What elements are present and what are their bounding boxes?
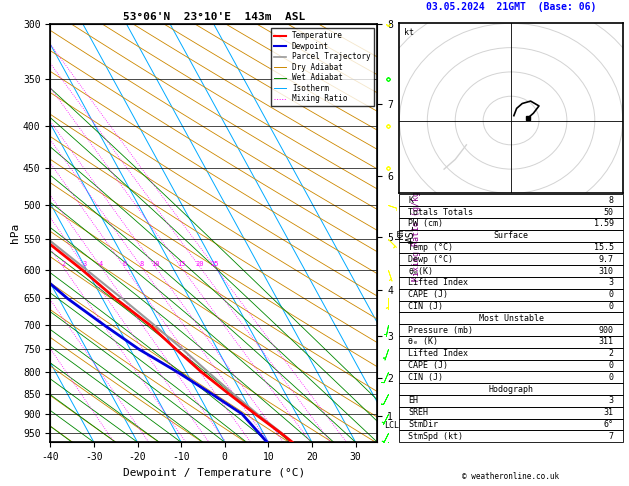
Text: Totals Totals: Totals Totals <box>408 208 474 217</box>
Text: 25: 25 <box>211 261 219 267</box>
Bar <box>399 395 623 407</box>
Bar <box>399 206 623 218</box>
Bar <box>399 383 623 395</box>
Text: 8: 8 <box>609 196 614 205</box>
Legend: Temperature, Dewpoint, Parcel Trajectory, Dry Adiabat, Wet Adiabat, Isotherm, Mi: Temperature, Dewpoint, Parcel Trajectory… <box>271 28 374 106</box>
Text: Dewp (°C): Dewp (°C) <box>408 255 454 264</box>
Bar <box>399 242 623 253</box>
Bar <box>399 218 623 230</box>
Bar <box>399 418 623 431</box>
Text: 2: 2 <box>609 349 614 358</box>
Text: PW (cm): PW (cm) <box>408 219 443 228</box>
Text: StmSpd (kt): StmSpd (kt) <box>408 432 464 441</box>
Text: 0: 0 <box>609 302 614 311</box>
Text: θₑ(K): θₑ(K) <box>408 267 433 276</box>
Text: 6: 6 <box>123 261 126 267</box>
Bar <box>399 371 623 383</box>
Y-axis label: hPa: hPa <box>10 223 20 243</box>
Text: 0: 0 <box>609 373 614 382</box>
Bar <box>399 230 623 242</box>
Bar <box>399 194 623 206</box>
Text: 3: 3 <box>609 278 614 287</box>
Text: 3: 3 <box>609 397 614 405</box>
Text: 2: 2 <box>61 261 65 267</box>
Text: 15: 15 <box>177 261 186 267</box>
Bar <box>399 289 623 301</box>
Text: 20: 20 <box>196 261 204 267</box>
Bar <box>399 407 623 418</box>
Bar <box>399 324 623 336</box>
Text: 9.7: 9.7 <box>599 255 614 264</box>
Text: EH: EH <box>408 397 418 405</box>
Text: 311: 311 <box>599 337 614 347</box>
Text: Mixing Ratio (g/kg): Mixing Ratio (g/kg) <box>412 186 421 281</box>
Text: 7: 7 <box>609 432 614 441</box>
Text: CIN (J): CIN (J) <box>408 302 443 311</box>
Bar <box>399 336 623 348</box>
Bar <box>399 253 623 265</box>
Bar <box>399 360 623 371</box>
Text: K: K <box>408 196 413 205</box>
Text: Hodograph: Hodograph <box>489 384 533 394</box>
Text: Temp (°C): Temp (°C) <box>408 243 454 252</box>
Text: 4: 4 <box>99 261 103 267</box>
Text: kt: kt <box>404 29 414 37</box>
Text: 8: 8 <box>140 261 144 267</box>
Text: Surface: Surface <box>494 231 528 240</box>
Bar <box>399 301 623 312</box>
Text: 50: 50 <box>604 208 614 217</box>
Bar <box>399 265 623 277</box>
Text: 03.05.2024  21GMT  (Base: 06): 03.05.2024 21GMT (Base: 06) <box>426 2 596 12</box>
Y-axis label: km
ASL: km ASL <box>394 225 416 242</box>
Text: Lifted Index: Lifted Index <box>408 349 469 358</box>
Text: 31: 31 <box>604 408 614 417</box>
Text: SREH: SREH <box>408 408 428 417</box>
Text: CAPE (J): CAPE (J) <box>408 290 448 299</box>
Bar <box>399 431 623 442</box>
Title: 53°06'N  23°10'E  143m  ASL: 53°06'N 23°10'E 143m ASL <box>123 12 305 22</box>
Text: CAPE (J): CAPE (J) <box>408 361 448 370</box>
Text: Most Unstable: Most Unstable <box>479 314 543 323</box>
Text: 900: 900 <box>599 326 614 335</box>
Bar <box>399 312 623 324</box>
Text: θₑ (K): θₑ (K) <box>408 337 438 347</box>
Bar <box>399 277 623 289</box>
Text: Pressure (mb): Pressure (mb) <box>408 326 474 335</box>
Text: © weatheronline.co.uk: © weatheronline.co.uk <box>462 472 560 481</box>
Text: 0: 0 <box>609 290 614 299</box>
Text: 0: 0 <box>609 361 614 370</box>
Text: 10: 10 <box>151 261 160 267</box>
Text: 1.59: 1.59 <box>594 219 614 228</box>
Bar <box>399 348 623 360</box>
Text: 15.5: 15.5 <box>594 243 614 252</box>
Text: CIN (J): CIN (J) <box>408 373 443 382</box>
Text: Lifted Index: Lifted Index <box>408 278 469 287</box>
X-axis label: Dewpoint / Temperature (°C): Dewpoint / Temperature (°C) <box>123 468 305 478</box>
Text: 310: 310 <box>599 267 614 276</box>
Text: 6°: 6° <box>604 420 614 429</box>
Text: StmDir: StmDir <box>408 420 438 429</box>
Text: 3: 3 <box>83 261 87 267</box>
Text: LCL: LCL <box>384 421 399 430</box>
